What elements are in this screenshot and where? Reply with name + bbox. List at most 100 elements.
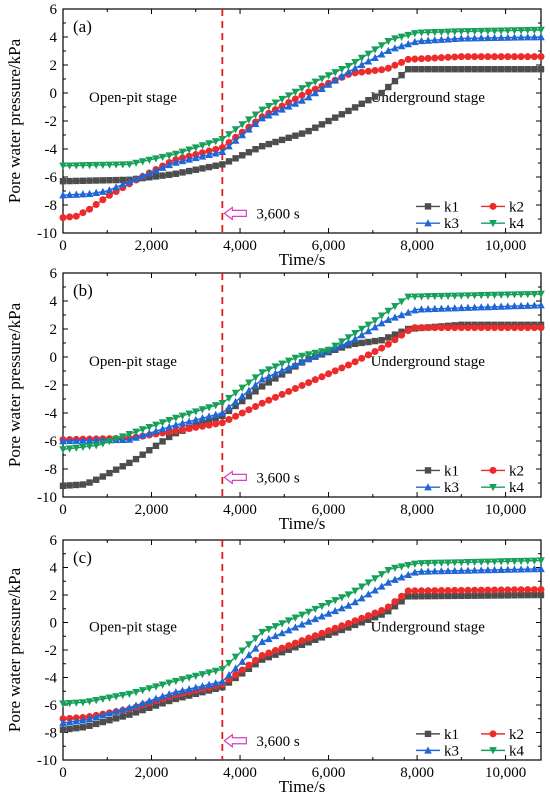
data-point-k1 xyxy=(185,692,193,699)
data-point-k4 xyxy=(132,428,140,436)
data-point-k1 xyxy=(258,143,266,150)
data-point-k1 xyxy=(378,89,385,97)
data-point-k2 xyxy=(212,145,220,153)
data-point-k3 xyxy=(251,119,260,127)
data-point-k1 xyxy=(371,93,379,100)
data-point-k4 xyxy=(477,292,486,300)
y-tick-label: -10 xyxy=(37,226,57,242)
data-point-k1 xyxy=(365,338,372,346)
legend-marker-k3 xyxy=(424,746,432,754)
data-point-k3 xyxy=(99,711,107,719)
y-axis-title: Pore water pressure/kPa xyxy=(5,38,24,203)
y-tick-label: -10 xyxy=(37,490,57,506)
data-point-k3 xyxy=(510,565,519,573)
data-point-k1 xyxy=(272,651,279,658)
data-point-k2 xyxy=(530,324,538,332)
data-point-k1 xyxy=(358,339,365,347)
data-point-k4 xyxy=(457,28,466,36)
data-point-k4 xyxy=(284,617,293,625)
data-point-k1 xyxy=(338,111,346,118)
data-point-k1 xyxy=(411,66,419,73)
data-point-k3 xyxy=(304,617,313,625)
data-point-k4 xyxy=(490,291,499,299)
y-tick-label: 2 xyxy=(50,322,58,338)
series-k4 xyxy=(59,26,545,170)
data-point-k1 xyxy=(312,636,319,644)
data-point-k3 xyxy=(530,301,539,309)
y-tick-label: -6 xyxy=(45,170,58,186)
data-point-k3 xyxy=(231,664,240,672)
data-point-k3 xyxy=(271,108,280,116)
data-point-k4 xyxy=(79,443,87,452)
data-point-k1 xyxy=(444,66,452,73)
data-point-k1 xyxy=(365,616,372,623)
data-point-k2 xyxy=(378,606,386,614)
data-point-k4 xyxy=(444,292,452,300)
data-point-k4 xyxy=(105,438,114,446)
data-point-k4 xyxy=(298,85,306,93)
data-point-k1 xyxy=(478,592,485,599)
legend: k1 k2 k3 k4 xyxy=(416,199,525,232)
data-point-k2 xyxy=(311,632,319,640)
data-point-k3 xyxy=(304,93,313,101)
legend-label-k1: k1 xyxy=(444,199,459,215)
data-point-k3 xyxy=(404,40,413,48)
y-tick-label: -8 xyxy=(45,198,58,214)
data-point-k3 xyxy=(430,36,439,44)
data-point-k4 xyxy=(59,162,67,170)
data-point-k4 xyxy=(118,433,127,441)
data-point-k4 xyxy=(424,293,432,301)
data-point-k4 xyxy=(178,676,187,684)
data-point-k3 xyxy=(278,105,286,113)
data-point-k3 xyxy=(238,657,247,665)
data-point-k3 xyxy=(484,566,492,574)
data-point-k1 xyxy=(398,598,405,605)
data-point-k3 xyxy=(165,160,174,169)
data-point-k4 xyxy=(198,406,207,414)
data-point-k3 xyxy=(152,427,160,435)
data-point-k4 xyxy=(537,26,545,34)
data-point-k3 xyxy=(152,694,160,702)
data-point-k4 xyxy=(218,666,227,674)
data-point-k2 xyxy=(431,54,439,62)
data-point-k2 xyxy=(391,598,399,606)
data-point-k3 xyxy=(291,99,300,107)
data-point-k4 xyxy=(205,404,213,412)
x-tick-label: 10,000 xyxy=(485,765,526,781)
data-point-k4 xyxy=(132,688,140,697)
data-point-k2 xyxy=(477,586,485,594)
data-point-k3 xyxy=(172,158,180,166)
data-point-k1 xyxy=(424,592,432,600)
y-tick-label: 4 xyxy=(50,30,58,46)
data-point-k1 xyxy=(358,619,365,626)
legend-label-k3: k3 xyxy=(444,743,459,759)
data-point-k2 xyxy=(358,68,366,76)
data-point-k1 xyxy=(444,592,452,600)
data-point-k2 xyxy=(484,586,492,594)
data-point-k2 xyxy=(305,88,313,96)
data-point-k4 xyxy=(125,430,134,439)
data-point-k3 xyxy=(198,414,207,422)
data-point-k4 xyxy=(371,46,379,54)
data-point-k4 xyxy=(79,699,87,707)
data-point-k1 xyxy=(325,631,332,639)
data-point-k3 xyxy=(324,80,333,88)
data-point-k3 xyxy=(430,567,439,575)
data-point-k2 xyxy=(378,344,386,352)
data-point-k3 xyxy=(437,567,446,575)
data-point-k4 xyxy=(364,579,373,587)
data-point-k3 xyxy=(504,302,512,310)
data-point-k4 xyxy=(112,161,120,169)
y-tick-label: -6 xyxy=(45,698,58,714)
data-point-k1 xyxy=(66,482,73,489)
data-point-k4 xyxy=(377,571,386,579)
legend-label-k1: k1 xyxy=(444,727,459,743)
data-point-k3 xyxy=(464,34,472,42)
data-point-k3 xyxy=(132,174,140,183)
data-point-k3 xyxy=(65,190,74,199)
data-point-k4 xyxy=(437,28,446,37)
legend-label-k2: k2 xyxy=(509,463,524,479)
data-point-k4 xyxy=(72,699,81,707)
data-point-k4 xyxy=(298,611,306,619)
data-point-k3 xyxy=(145,169,154,177)
